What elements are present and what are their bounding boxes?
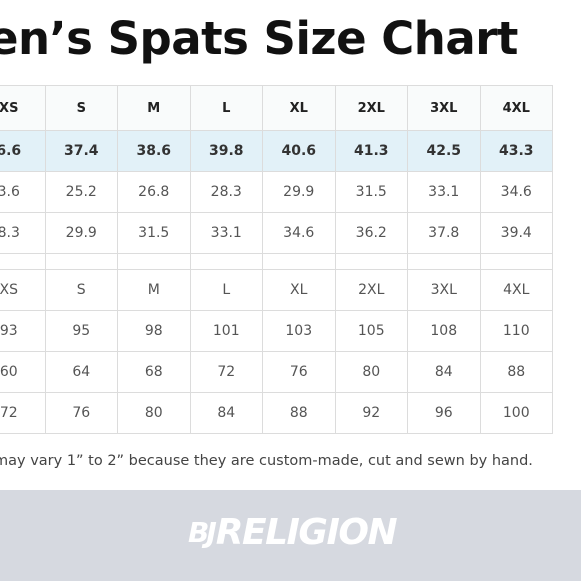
disclaimer-note: may vary 1” to 2” because they are custo…: [0, 453, 533, 469]
header-cell: M: [117, 85, 191, 131]
table-cell: 3.6: [0, 171, 46, 213]
table-cell: [0, 253, 46, 270]
table-cell: 68: [117, 351, 191, 393]
table-cell: 80: [334, 351, 408, 393]
table-cell: 38.6: [117, 130, 191, 172]
table-cell: XS: [0, 269, 46, 311]
table-cell: 72: [0, 392, 46, 434]
table-cell: 80: [117, 392, 191, 434]
page-title: en’s Spats Size Chart: [0, 12, 518, 65]
table-row: 93 95 98 101 103 105 108 110: [0, 310, 553, 352]
table-row: 8.3 29.9 31.5 33.1 34.6 36.2 37.8 39.4: [0, 212, 553, 254]
table-cell: 33.1: [407, 171, 481, 213]
table-cell: 33.1: [189, 212, 263, 254]
header-cell: 4XL: [479, 85, 553, 131]
table-cell: 88: [479, 351, 553, 393]
table-cell: 25.2: [44, 171, 118, 213]
table-cell: 6.6: [0, 130, 46, 172]
table-cell: 40.6: [262, 130, 336, 172]
brand-mark: BJ: [188, 516, 217, 549]
table-cell: [479, 253, 553, 270]
table-cell: 84: [189, 392, 263, 434]
table-cell: 31.5: [117, 212, 191, 254]
table-cell: 98: [117, 310, 191, 352]
table-cell: 76: [44, 392, 118, 434]
table-row: 72 76 80 84 88 92 96 100: [0, 392, 553, 434]
table-cell: 3XL: [407, 269, 481, 311]
table-cell: XL: [262, 269, 336, 311]
table-cell: 103: [262, 310, 336, 352]
table-cell: [407, 253, 481, 270]
table-cell: 2XL: [334, 269, 408, 311]
table-cell: 39.8: [189, 130, 263, 172]
table-cell: S: [44, 269, 118, 311]
table-cell: [44, 253, 118, 270]
table-cell: 26.8: [117, 171, 191, 213]
header-cell: 2XL: [334, 85, 408, 131]
table-cell: 41.3: [334, 130, 408, 172]
table-row: 60 64 68 72 76 80 84 88: [0, 351, 553, 393]
table-cell: 92: [334, 392, 408, 434]
header-cell: XL: [262, 85, 336, 131]
table-cell: 43.3: [479, 130, 553, 172]
table-cell: 4XL: [479, 269, 553, 311]
table-cell: 105: [334, 310, 408, 352]
table-cell: [189, 253, 263, 270]
header-cell: 3XL: [407, 85, 481, 131]
table-spacer-row: [0, 253, 553, 270]
table-cell: 29.9: [44, 212, 118, 254]
table-cell: 88: [262, 392, 336, 434]
table-cell: 101: [189, 310, 263, 352]
table-cell: 37.4: [44, 130, 118, 172]
table-cell: [117, 253, 191, 270]
header-cell: S: [44, 85, 118, 131]
table-cell: 93: [0, 310, 46, 352]
table-cell: 39.4: [479, 212, 553, 254]
table-row: XS S M L XL 2XL 3XL 4XL: [0, 269, 553, 311]
table-cell: 84: [407, 351, 481, 393]
table-cell: M: [117, 269, 191, 311]
table-cell: 37.8: [407, 212, 481, 254]
table-cell: 8.3: [0, 212, 46, 254]
table-cell: 100: [479, 392, 553, 434]
table-row: 3.6 25.2 26.8 28.3 29.9 31.5 33.1 34.6: [0, 171, 553, 213]
table-header-row: XS S M L XL 2XL 3XL 4XL: [0, 85, 553, 131]
table-cell: 110: [479, 310, 553, 352]
size-table: XS S M L XL 2XL 3XL 4XL 6.6 37.4 38.6 39…: [0, 85, 553, 434]
table-cell: 42.5: [407, 130, 481, 172]
brand-name: RELIGION: [215, 512, 398, 553]
table-cell: 108: [407, 310, 481, 352]
table-cell: 34.6: [262, 212, 336, 254]
table-cell: L: [189, 269, 263, 311]
table-cell: 34.6: [479, 171, 553, 213]
brand-logo: BJ RELIGION: [188, 512, 398, 554]
table-cell: 29.9: [262, 171, 336, 213]
table-cell: 64: [44, 351, 118, 393]
table-cell: 60: [0, 351, 46, 393]
table-row: 6.6 37.4 38.6 39.8 40.6 41.3 42.5 43.3: [0, 130, 553, 172]
table-cell: 31.5: [334, 171, 408, 213]
table-cell: 28.3: [189, 171, 263, 213]
table-cell: 72: [189, 351, 263, 393]
header-cell: L: [189, 85, 263, 131]
table-cell: 76: [262, 351, 336, 393]
table-cell: [262, 253, 336, 270]
footer-banner: [0, 490, 581, 581]
table-cell: 36.2: [334, 212, 408, 254]
table-cell: 95: [44, 310, 118, 352]
table-cell: [334, 253, 408, 270]
header-cell: XS: [0, 85, 46, 131]
table-cell: 96: [407, 392, 481, 434]
